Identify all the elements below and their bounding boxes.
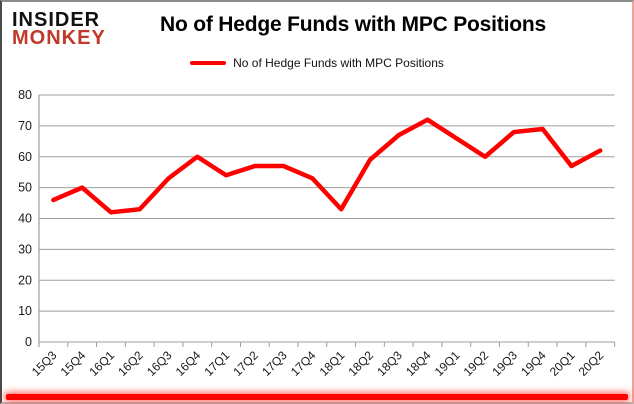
x-axis-tick-label: 19Q3 — [489, 348, 520, 379]
x-axis-tick-label: 16Q4 — [173, 348, 204, 379]
x-axis-tick-label: 16Q1 — [86, 348, 117, 379]
x-axis-tick-label: 20Q2 — [576, 348, 607, 379]
x-axis-tick-label: 17Q3 — [259, 348, 290, 379]
x-axis-tick-label: 20Q1 — [547, 348, 578, 379]
x-axis-tick-label: 17Q2 — [230, 348, 261, 379]
x-axis-tick-label: 17Q4 — [288, 348, 319, 379]
hedge-funds-series-line — [51, 117, 603, 215]
legend-line-swatch — [190, 61, 227, 65]
bottom-accent-bar — [6, 394, 628, 400]
y-axis-tick-label: 20 — [18, 273, 32, 287]
y-axis-tick-label: 30 — [18, 242, 32, 256]
y-axis-tick-label: 70 — [18, 119, 32, 133]
x-axis-tick-label: 19Q4 — [518, 348, 549, 379]
x-axis-tick-label: 15Q4 — [58, 348, 89, 379]
y-axis-tick-label: 50 — [18, 181, 32, 195]
x-axis-tick-label: 15Q3 — [29, 348, 60, 379]
x-axis-tick-label: 18Q1 — [317, 348, 348, 379]
y-axis-tick-label: 60 — [18, 150, 32, 164]
x-axis-tick-label: 17Q1 — [202, 348, 233, 379]
x-axis-tick-label: 18Q2 — [345, 348, 376, 379]
y-axis-tick-label: 0 — [25, 335, 32, 349]
chart-area: 0 10 20 30 40 50 60 70 80 15Q3 15Q4 16Q1 16Q2 16Q3 16Q… — [2, 82, 634, 394]
y-axis-tick-label: 10 — [18, 304, 32, 318]
x-axis-tick-label: 18Q3 — [374, 348, 405, 379]
x-axis-tick-label: 19Q2 — [461, 348, 492, 379]
logo-word-monkey: MONKEY — [12, 27, 106, 50]
insider-monkey-logo: INSIDER MONKEY — [12, 9, 106, 50]
legend: No of Hedge Funds with MPC Positions — [2, 56, 632, 70]
y-axis-tick-label: 40 — [18, 212, 32, 226]
y-axis-tick-label: 80 — [18, 88, 32, 102]
page-title: No of Hedge Funds with MPC Positions — [160, 13, 546, 36]
legend-label: No of Hedge Funds with MPC Positions — [233, 56, 444, 70]
x-axis-tick-label: 19Q1 — [432, 348, 463, 379]
line-chart: 0 10 20 30 40 50 60 70 80 15Q315Q416Q116Q216Q316Q… — [18, 88, 616, 379]
x-axis-tick-label: 18Q4 — [403, 348, 434, 379]
logo-word-insider: INSIDER — [12, 9, 101, 31]
x-axis-tick-label: 16Q3 — [144, 348, 175, 379]
x-axis-tick-label: 16Q2 — [115, 348, 146, 379]
